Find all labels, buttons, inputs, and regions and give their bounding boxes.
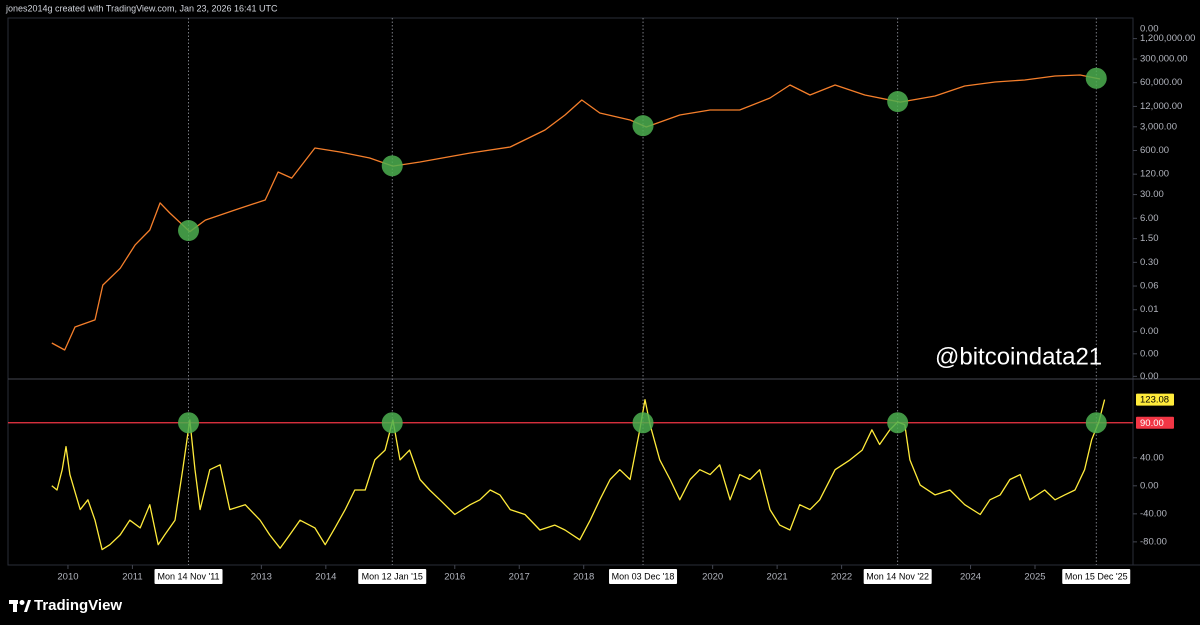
date-box (154, 569, 223, 584)
y-tick-label: 0.00 (1140, 371, 1159, 382)
x-tick-label: 2018 (573, 572, 594, 583)
x-tick-label: 2010 (57, 572, 78, 583)
logo-part (24, 600, 31, 612)
x-tick-label: 2016 (444, 572, 465, 583)
y-tick-label: 40.00 (1140, 452, 1164, 463)
date-box (609, 569, 678, 584)
highlight-circle (381, 155, 403, 177)
highlight-circle (887, 91, 909, 113)
y-tick-label: 0.00 (1140, 480, 1159, 491)
highlight-circle (887, 412, 909, 434)
x-tick-label: 2025 (1024, 572, 1045, 583)
y-tick-label: 0.01 (1140, 304, 1159, 315)
x-tick-label: 2014 (315, 572, 336, 583)
y-tick-label: 0.00 (1140, 326, 1159, 337)
tradingview-logo (9, 600, 31, 612)
y-tick-label: 1.50 (1140, 233, 1159, 244)
x-tick-label: 2013 (251, 572, 272, 583)
y-tick-label: 300,000.00 (1140, 54, 1188, 65)
x-tick-label: 2011 (122, 572, 142, 583)
x-tick-label: 2024 (960, 572, 981, 583)
y-tick-label: 120.00 (1140, 169, 1169, 180)
date-label: Mon 14 Nov '11 (157, 571, 219, 581)
highlight-circle (381, 412, 403, 434)
highlight-circle (1085, 412, 1107, 434)
highlight-circle (632, 412, 654, 434)
y-tick-label: 6.00 (1140, 213, 1159, 224)
x-tick-label: 2020 (702, 572, 723, 583)
watermark: @bitcoindata21 (935, 343, 1102, 370)
y-tick-label: 60,000.00 (1140, 77, 1182, 88)
y-tick-label: 0.00 (1140, 348, 1159, 359)
y-tick-label: 3,000.00 (1140, 121, 1177, 132)
y-tick-label: 0.30 (1140, 257, 1159, 268)
y-tick-label: -80.00 (1140, 536, 1167, 547)
logo-part (13, 600, 17, 612)
y-axis-top-label: 0.00 (1140, 24, 1159, 35)
header-credit: jones2014g created with TradingView.com,… (5, 3, 278, 13)
series-line (51, 398, 1106, 551)
x-tick-label: 2022 (831, 572, 852, 583)
highlight-circle (178, 412, 200, 434)
date-label: Mon 03 Dec '18 (612, 571, 675, 581)
date-label: Mon 12 Jan '15 (362, 571, 423, 581)
logo-part (19, 600, 25, 605)
last-value-badge (1136, 393, 1174, 406)
reference-badge (1136, 416, 1174, 429)
y-tick-label: 12,000.00 (1140, 101, 1182, 112)
x-tick-label: 2021 (767, 572, 788, 583)
y-tick-label: 0.06 (1140, 281, 1159, 292)
date-label: Mon 15 Dec '25 (1065, 571, 1128, 581)
x-tick-label: 2017 (509, 572, 530, 583)
date-label: Mon 14 Nov '22 (866, 571, 929, 581)
date-box (358, 569, 427, 584)
reference-label: 90.00 (1140, 418, 1164, 429)
highlight-circle (1085, 67, 1107, 89)
date-box (1062, 569, 1131, 584)
y-tick-label: -40.00 (1140, 508, 1167, 519)
y-tick-label: 30.00 (1140, 189, 1164, 200)
y-tick-label: 600.00 (1140, 145, 1169, 156)
date-box (863, 569, 932, 584)
y-tick-label: 1,200,000.00 (1140, 33, 1195, 44)
highlight-circle (178, 220, 200, 242)
footer-brand: TradingView (34, 597, 122, 614)
last-value-label: 123.08 (1140, 395, 1169, 406)
highlight-circle (632, 115, 654, 137)
